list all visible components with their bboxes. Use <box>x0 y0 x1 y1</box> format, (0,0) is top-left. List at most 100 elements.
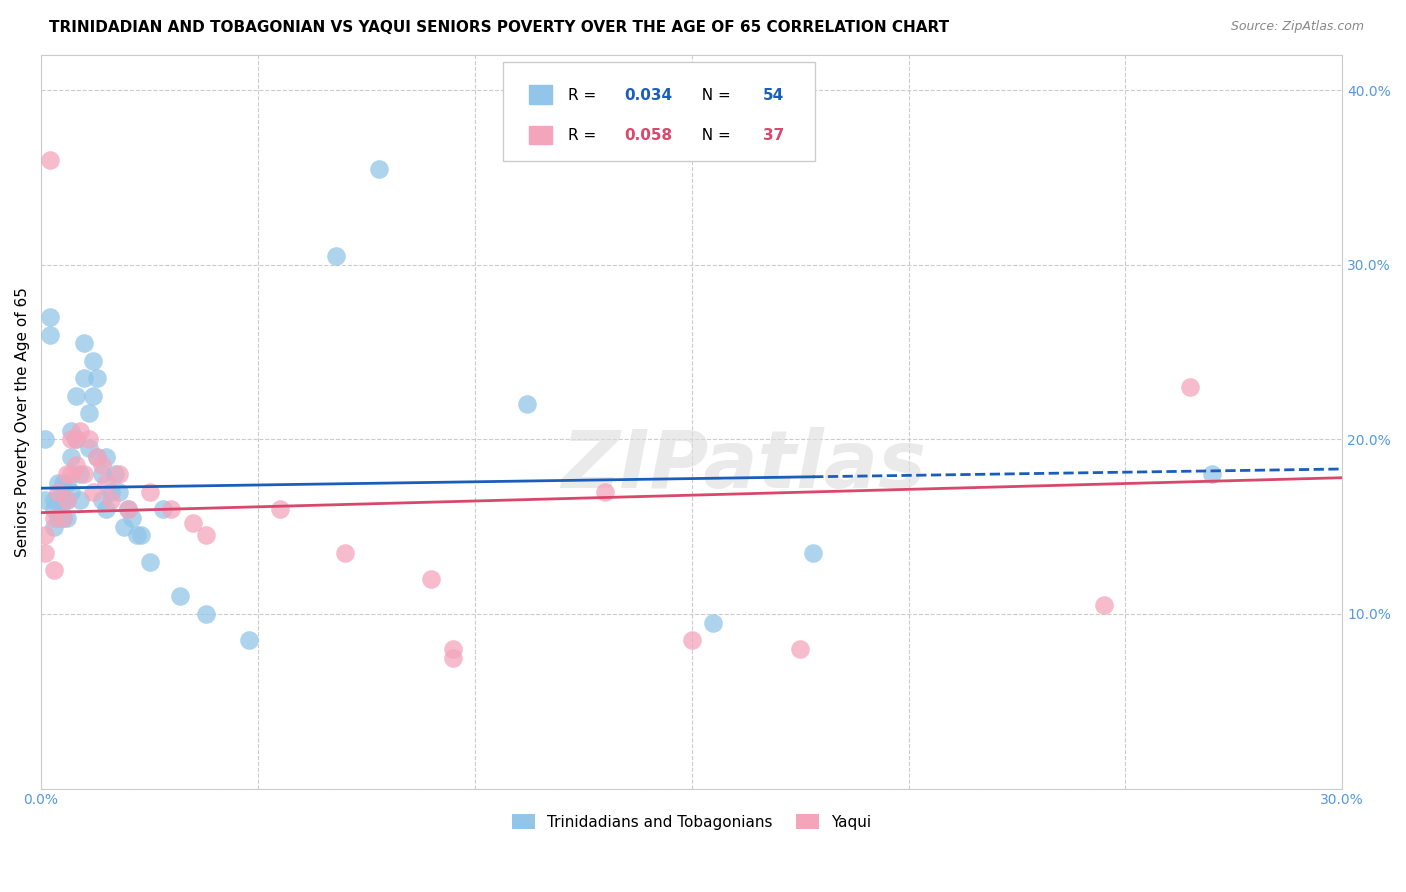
Point <box>593 484 616 499</box>
Point <box>82 353 104 368</box>
Text: Source: ZipAtlas.com: Source: ZipAtlas.com <box>1230 20 1364 33</box>
Point <box>48 484 70 499</box>
Point <box>104 467 127 482</box>
Point <box>194 528 217 542</box>
Point <box>117 502 139 516</box>
Point <box>69 493 91 508</box>
Point <box>48 493 70 508</box>
Point <box>60 484 83 499</box>
Point <box>121 511 143 525</box>
Point <box>38 153 60 167</box>
Point <box>60 467 83 482</box>
Point <box>69 424 91 438</box>
Point <box>42 511 65 525</box>
Point <box>152 502 174 516</box>
Point <box>108 484 131 499</box>
Point <box>52 511 75 525</box>
Point <box>42 563 65 577</box>
Point <box>73 467 96 482</box>
Point <box>1180 380 1202 394</box>
Point <box>238 633 260 648</box>
Point <box>56 493 79 508</box>
Point <box>160 502 183 516</box>
Point <box>42 493 65 508</box>
Text: 0.034: 0.034 <box>624 87 672 103</box>
Point <box>789 641 811 656</box>
Point <box>82 484 104 499</box>
Legend: Trinidadians and Tobagonians, Yaqui: Trinidadians and Tobagonians, Yaqui <box>506 807 877 836</box>
Text: 54: 54 <box>763 87 785 103</box>
Point <box>48 475 70 490</box>
Point <box>702 615 724 630</box>
Point <box>90 493 112 508</box>
Point <box>73 336 96 351</box>
Point <box>42 519 65 533</box>
Point <box>125 528 148 542</box>
Point <box>1092 598 1115 612</box>
Text: 0.058: 0.058 <box>624 128 672 143</box>
Point <box>65 432 87 446</box>
Point <box>333 546 356 560</box>
Point <box>52 493 75 508</box>
Point <box>100 484 122 499</box>
Point <box>169 590 191 604</box>
Point <box>90 458 112 473</box>
Point <box>441 641 464 656</box>
Point <box>38 310 60 324</box>
Text: 37: 37 <box>763 128 785 143</box>
Bar <box>529 126 553 145</box>
Point <box>65 389 87 403</box>
Point <box>77 432 100 446</box>
Text: R =: R = <box>568 128 602 143</box>
Point <box>56 475 79 490</box>
Point <box>77 406 100 420</box>
Point <box>368 161 391 176</box>
Text: TRINIDADIAN AND TOBAGONIAN VS YAQUI SENIORS POVERTY OVER THE AGE OF 65 CORRELATI: TRINIDADIAN AND TOBAGONIAN VS YAQUI SENI… <box>49 20 949 35</box>
Point <box>108 467 131 482</box>
Point <box>86 450 108 464</box>
Point <box>138 484 160 499</box>
Point <box>441 650 464 665</box>
Point <box>96 475 118 490</box>
Point <box>73 371 96 385</box>
Point <box>42 502 65 516</box>
Point <box>60 450 83 464</box>
FancyBboxPatch shape <box>503 62 815 161</box>
Point <box>34 528 56 542</box>
Point <box>100 493 122 508</box>
Point <box>69 467 91 482</box>
Point <box>325 249 347 263</box>
Point <box>681 633 703 648</box>
Y-axis label: Seniors Poverty Over the Age of 65: Seniors Poverty Over the Age of 65 <box>15 287 30 557</box>
Point <box>56 493 79 508</box>
Point <box>34 546 56 560</box>
Text: ZIPatlas: ZIPatlas <box>561 427 927 505</box>
Point <box>96 502 118 516</box>
Point <box>65 432 87 446</box>
Point <box>1201 467 1223 482</box>
Bar <box>529 86 553 103</box>
Point <box>77 441 100 455</box>
Point <box>52 475 75 490</box>
Point <box>34 432 56 446</box>
Point <box>48 511 70 525</box>
Point <box>56 511 79 525</box>
Point <box>138 555 160 569</box>
Point <box>34 493 56 508</box>
Point <box>86 450 108 464</box>
Point <box>117 502 139 516</box>
Point <box>112 519 135 533</box>
Point <box>269 502 291 516</box>
Point <box>82 389 104 403</box>
Point <box>60 432 83 446</box>
Point <box>181 516 204 530</box>
Point <box>38 327 60 342</box>
Point <box>56 467 79 482</box>
Point <box>52 511 75 525</box>
Point <box>801 546 824 560</box>
Point <box>60 424 83 438</box>
Point <box>90 467 112 482</box>
Point <box>194 607 217 621</box>
Point <box>420 572 443 586</box>
Point <box>65 458 87 473</box>
